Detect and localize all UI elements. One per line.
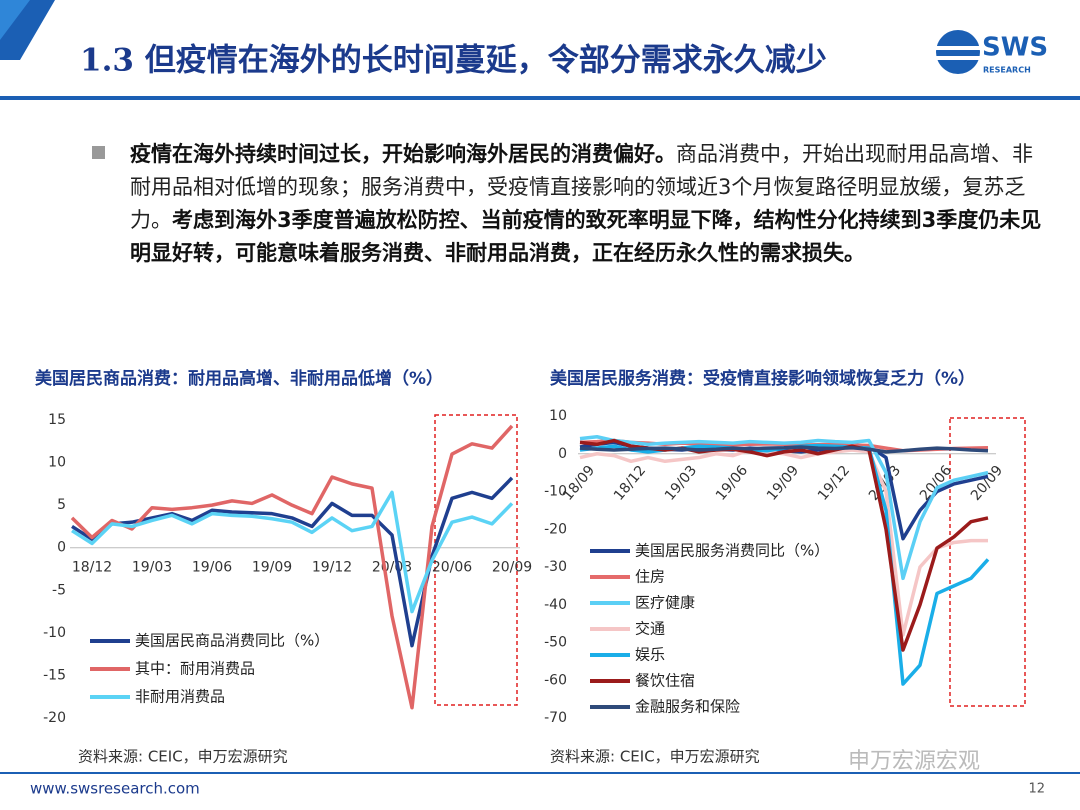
series-line xyxy=(71,490,514,614)
bullet-text: 疫情在海外持续时间过长，开始影响海外居民的消费偏好。商品消费中，开始出现耐用品高… xyxy=(130,138,1045,270)
bullet-mark xyxy=(92,146,105,159)
legend-label: 住房 xyxy=(635,568,665,586)
slide-title: 1.3 但疫情在海外的长时间蔓延，令部分需求永久减少 xyxy=(80,43,827,79)
logo-icon xyxy=(936,46,980,50)
y-tick-label: 10 xyxy=(549,408,567,424)
y-tick-label: 15 xyxy=(48,412,66,428)
legend-label: 其中：耐用消费品 xyxy=(135,660,255,678)
bold-text: 考虑到海外3季度普遍放松防控、当前疫情的致死率明显下降，结构性分化持续到3季度仍… xyxy=(130,208,1042,265)
x-tick-label: 19/12 xyxy=(312,560,352,576)
y-tick-label: 0 xyxy=(558,446,567,462)
logo-icon xyxy=(936,56,980,60)
highlight-box xyxy=(949,417,1026,707)
legend-label: 交通 xyxy=(635,620,665,638)
legend-label: 非耐用消费品 xyxy=(135,688,225,706)
bold-text: 疫情在海外持续时间过长，开始影响海外居民的消费偏好。 xyxy=(130,142,676,166)
x-tick-label: 19/06 xyxy=(713,463,751,504)
legend-label: 美国居民商品消费同比（%） xyxy=(135,632,329,650)
y-tick-label: 5 xyxy=(57,497,66,513)
y-tick-label: -15 xyxy=(43,667,66,683)
series-line xyxy=(579,435,989,581)
logo-icon xyxy=(936,30,980,74)
y-tick-label: -50 xyxy=(544,635,567,651)
y-tick-label: -40 xyxy=(544,597,567,613)
chart-title: 美国居民服务消费：受疫情直接影响领域恢复乏力（%） xyxy=(550,368,975,389)
legend-label: 医疗健康 xyxy=(635,594,695,612)
y-tick-label: 0 xyxy=(57,540,66,556)
x-tick-label: 19/06 xyxy=(192,560,232,576)
series-line xyxy=(579,448,988,637)
x-tick-label: 20/03 xyxy=(372,560,412,576)
y-tick-label: -20 xyxy=(43,710,66,726)
logo-name: SWS xyxy=(982,33,1048,63)
x-tick-label: 19/09 xyxy=(252,560,292,576)
x-tick-label: 18/12 xyxy=(611,463,649,504)
y-tick-label: -70 xyxy=(544,710,567,726)
x-tick-label: 18/12 xyxy=(72,560,112,576)
highlight-box xyxy=(434,414,518,706)
y-tick-label: -5 xyxy=(52,582,66,598)
page-number: 12 xyxy=(1028,782,1045,797)
y-tick-label: 10 xyxy=(48,455,66,471)
y-tick-label: -20 xyxy=(544,521,567,537)
x-tick-label: 20/09 xyxy=(968,463,1006,504)
x-tick-label: 19/09 xyxy=(764,463,802,504)
legend-label: 美国居民服务消费同比（%） xyxy=(635,542,829,560)
footer-rule xyxy=(0,772,1080,774)
y-tick-label: -60 xyxy=(544,672,567,688)
x-tick-label: 20/09 xyxy=(492,560,532,576)
header-rule xyxy=(0,96,1080,100)
legend-label: 餐饮住宿 xyxy=(635,672,695,690)
logo-sub: RESEARCH xyxy=(983,66,1031,75)
x-tick-label: 19/12 xyxy=(815,463,853,504)
source-note: 资料来源: CEIC，申万宏源研究 xyxy=(78,748,288,766)
text: 商品消费中，开始出现耐用品高增、非耐用品相对低增的现象；服务消费中，受疫情直接影… xyxy=(130,142,1033,232)
x-tick-label: 20/06 xyxy=(432,560,472,576)
chart-title: 美国居民商品消费：耐用品高增、非耐用品低增（%） xyxy=(35,368,443,389)
footer-url: www.swsresearch.com xyxy=(30,780,200,798)
series-line xyxy=(70,424,514,710)
series-line xyxy=(579,445,989,454)
x-tick-label: 19/03 xyxy=(132,560,172,576)
watermark: 申万宏源宏观 xyxy=(848,749,980,774)
source-note: 资料来源: CEIC，申万宏源研究 xyxy=(550,748,760,766)
y-tick-label: -10 xyxy=(43,625,66,641)
legend-label: 娱乐 xyxy=(635,646,665,664)
series-line xyxy=(71,476,514,648)
y-tick-label: -30 xyxy=(544,559,567,575)
corner-decoration xyxy=(0,0,30,40)
x-tick-label: 19/03 xyxy=(662,463,700,504)
legend-label: 金融服务和保险 xyxy=(635,698,740,716)
y-tick-label: -10 xyxy=(544,484,567,500)
